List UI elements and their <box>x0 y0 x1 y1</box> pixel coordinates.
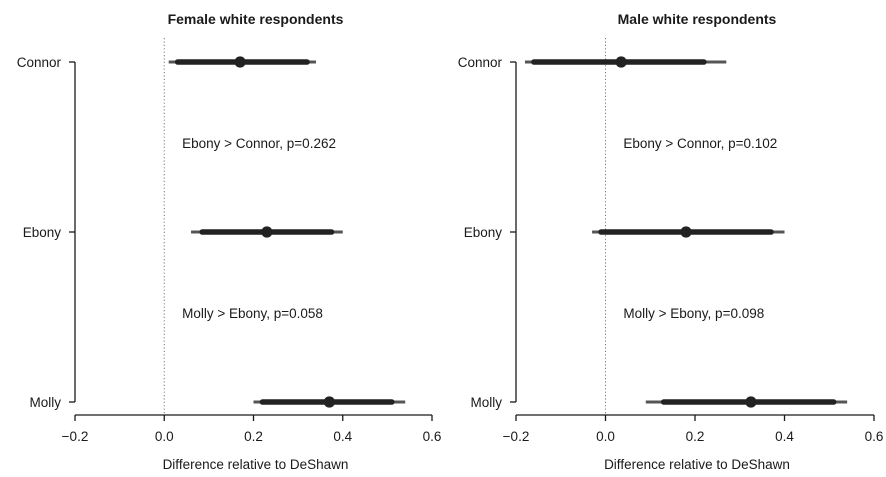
estimate-point-connor <box>615 56 627 68</box>
category-label-connor: Connor <box>17 55 62 70</box>
estimate-point-molly <box>323 396 335 408</box>
x-tick-label: −0.2 <box>62 429 89 444</box>
estimate-point-molly <box>745 396 757 408</box>
x-tick-label: 0.2 <box>244 429 263 444</box>
comparison-annotation: Ebony > Connor, p=0.262 <box>182 136 336 151</box>
x-tick-label: 0.4 <box>333 429 352 444</box>
x-tick-label: −0.2 <box>503 429 530 444</box>
estimate-point-ebony <box>261 226 273 238</box>
category-label-ebony: Ebony <box>23 225 62 240</box>
panel-title: Male white respondents <box>618 11 777 27</box>
x-axis-title: Difference relative to DeShawn <box>163 457 349 472</box>
x-tick-label: 0.0 <box>596 429 615 444</box>
comparison-annotation: Ebony > Connor, p=0.102 <box>623 136 777 151</box>
x-tick-label: 0.4 <box>775 429 794 444</box>
category-label-molly: Molly <box>470 395 502 410</box>
x-axis-title: Difference relative to DeShawn <box>604 457 790 472</box>
panel-male-white-respondents: Male white respondents Connor Ebony Molly −0… <box>458 11 884 472</box>
category-label-ebony: Ebony <box>464 225 503 240</box>
x-tick-label: 0.6 <box>423 429 442 444</box>
category-label-connor: Connor <box>458 55 503 70</box>
category-label-molly: Molly <box>29 395 61 410</box>
x-tick-label: 0.0 <box>155 429 174 444</box>
panel-female-white-respondents: Female white respondents Connor Ebony Molly… <box>17 11 442 472</box>
x-tick-label: 0.2 <box>686 429 705 444</box>
estimate-point-connor <box>234 56 246 68</box>
panel-title: Female white respondents <box>168 11 344 27</box>
estimate-point-ebony <box>680 226 692 238</box>
comparison-annotation: Molly > Ebony, p=0.098 <box>623 306 764 321</box>
x-tick-label: 0.6 <box>865 429 884 444</box>
comparison-annotation: Molly > Ebony, p=0.058 <box>182 306 323 321</box>
